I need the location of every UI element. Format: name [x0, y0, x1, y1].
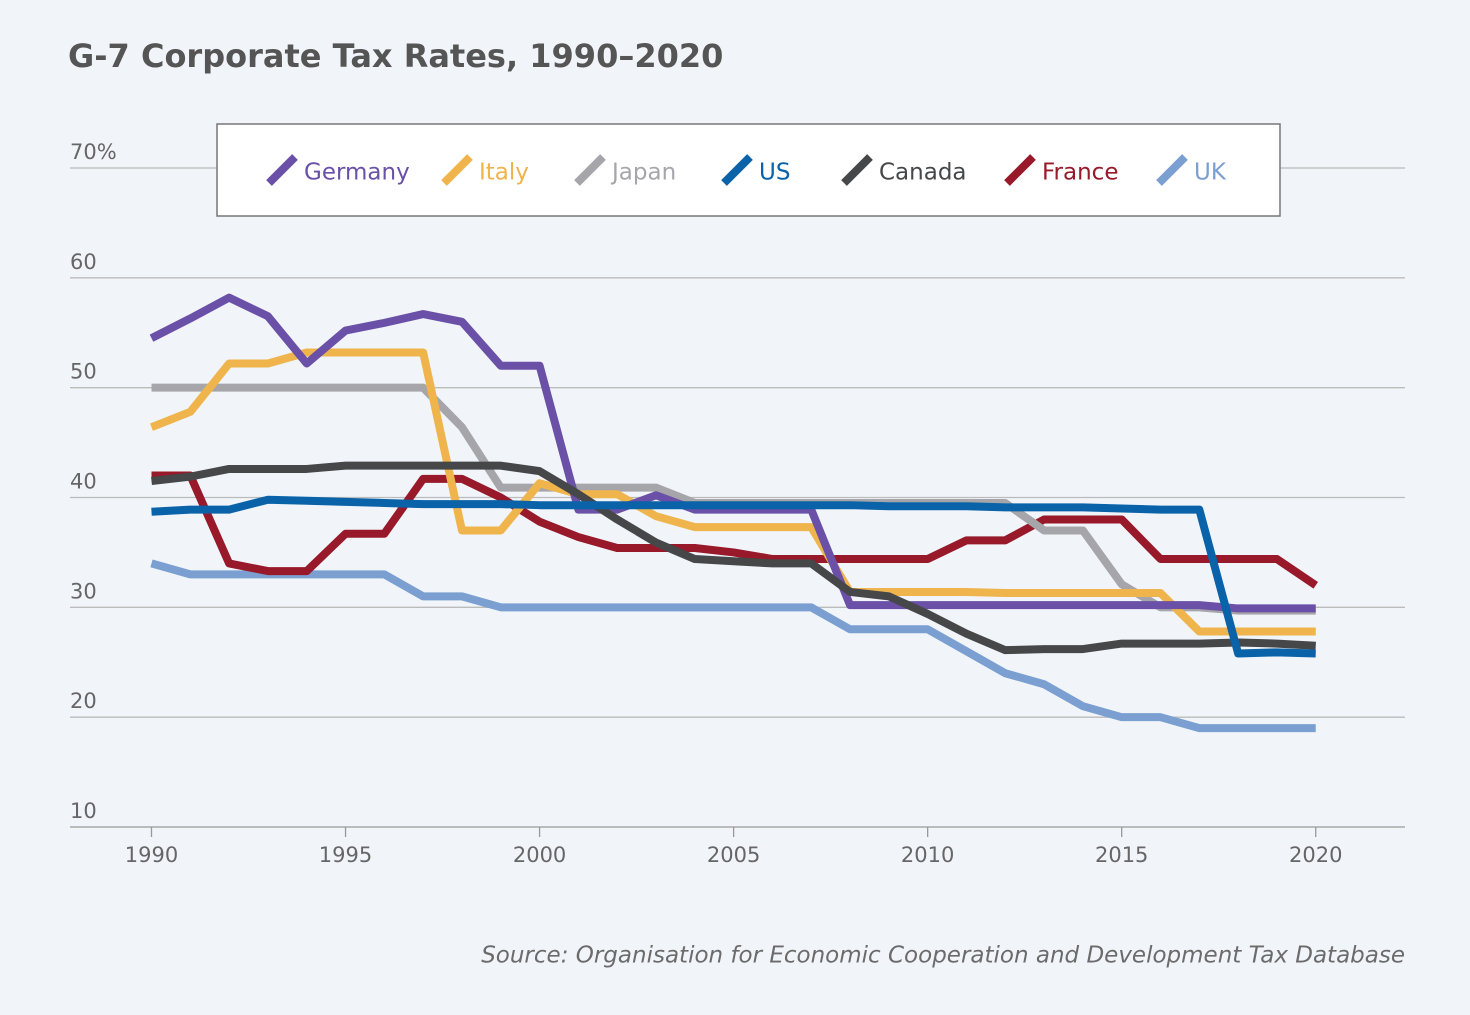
- plot-area: 10 20 30 40 50 60 70% 1990 1995 2000 2005 2010 2015 2…: [70, 140, 1405, 867]
- x-tick-label: 2000: [513, 843, 566, 867]
- series-line: [149, 293, 1316, 613]
- y-tick-label: 10: [70, 799, 97, 823]
- legend: Germany Italy Japan US Canada France UK: [266, 154, 1227, 186]
- legend-swatch: [266, 154, 298, 186]
- x-tick-label: 1990: [125, 843, 178, 867]
- legend-label: UK: [1194, 160, 1227, 186]
- legend-label: Italy: [479, 160, 529, 186]
- series-line: [151, 461, 1316, 655]
- y-tick-label: 30: [70, 579, 97, 603]
- legend-swatch: [574, 154, 606, 186]
- series-line: [150, 348, 1316, 636]
- x-tick-label: 2005: [707, 843, 760, 867]
- x-tick-label: 1995: [319, 843, 372, 867]
- x-tick-label: 2015: [1095, 843, 1148, 867]
- series-line: [151, 495, 1316, 658]
- legend-label: Germany: [304, 160, 410, 186]
- legend-swatch: [721, 154, 753, 186]
- series-line: [151, 471, 1318, 589]
- legend-swatch: [1156, 154, 1188, 186]
- y-tick-label: 50: [70, 360, 97, 384]
- legend-label: France: [1042, 160, 1118, 186]
- y-tick-label: 20: [70, 689, 97, 713]
- x-tick-label: 2010: [901, 843, 954, 867]
- legend-label: Canada: [879, 160, 967, 186]
- legend-label: Japan: [610, 160, 676, 186]
- source-note: Source: Organisation for Economic Cooper…: [481, 943, 1405, 969]
- y-tick-label: 60: [70, 250, 97, 274]
- series-line: [150, 559, 1316, 733]
- y-tick-label: 70%: [70, 140, 117, 164]
- x-tick-label: 2020: [1289, 843, 1342, 867]
- chart-title: G-7 Corporate Tax Rates, 1990–2020: [68, 37, 723, 75]
- legend-swatch: [841, 154, 873, 186]
- y-tick-label: 40: [70, 470, 97, 494]
- legend-box: [216, 123, 1281, 217]
- legend-swatch: [1004, 154, 1036, 186]
- legend-label: US: [759, 160, 790, 186]
- legend-swatch: [441, 154, 473, 186]
